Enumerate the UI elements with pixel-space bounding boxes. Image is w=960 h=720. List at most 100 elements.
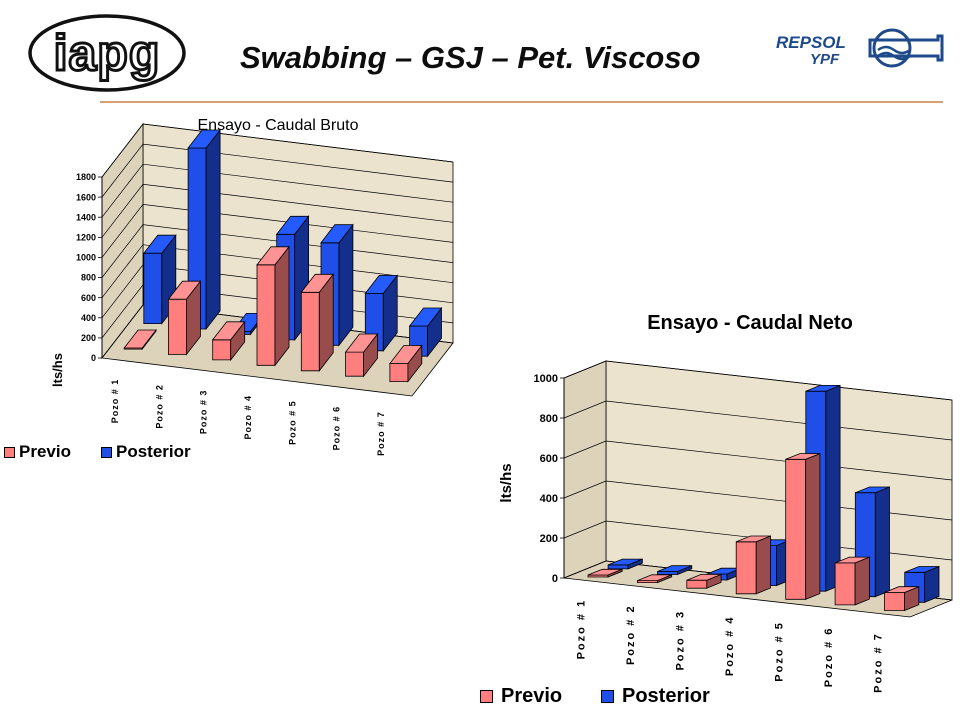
legend: Previo Posterior [4,442,191,462]
y-tick-label: 400 [81,313,96,323]
bar-top [657,565,692,572]
bar-front [607,564,629,570]
bar-front [345,351,365,377]
chart-plot-area: 0 200 400 600 800 1000 1200 1400 1600 1800 Pozo # … [76,122,454,456]
bar-side [825,384,841,592]
bar-previo-6 [834,556,870,606]
gridline [101,123,454,178]
legend-label-previo: Previo [501,685,563,707]
y-tick-label: 0 [91,353,96,363]
x-tick-label: Pozo # 7 [376,411,386,456]
y-tick-label: 1200 [76,232,96,242]
bar-previo-4 [256,245,290,367]
bar-top [344,333,379,353]
x-tick-label: Pozo # 4 [724,616,736,677]
bar-top [320,224,354,244]
bar-posterior-7 [408,306,443,358]
bar-top [805,385,841,392]
legend-label-previo: Previo [19,442,71,461]
y-tick-label: 1000 [534,373,558,385]
bar-top [256,246,290,266]
x-tick-label: Pozo # 1 [576,599,588,660]
side-wall [563,360,607,579]
bar-side [274,245,290,367]
legend-swatch-previo [4,446,15,458]
y-tick-label: 600 [81,293,96,303]
y-tick-label: 600 [540,453,558,465]
bar-top [736,535,771,543]
bar-posterior-2 [187,128,221,331]
bar-front [686,579,708,589]
x-tick-label: Pozo # 6 [823,627,835,688]
bar-top [834,556,870,564]
ypf-logo-text: YPF [810,51,840,68]
y-tick-label: 1600 [76,192,96,202]
chart-plot-area: 0 200 400 600 800 1000 Pozo # 1 Pozo # 2 Pozo # … [534,360,953,693]
bar-previo-5 [300,273,335,372]
bar-posterior-1 [607,558,643,570]
bar-previo-7 [389,344,423,383]
bar-top [855,486,890,494]
bar-front [143,252,163,325]
gridline [101,183,454,238]
bar-previo-2 [167,280,202,356]
bar-previo-7 [884,586,920,612]
legend-swatch-previo [480,690,493,703]
bar-front [834,562,856,606]
x-tick-label: Pozo # 5 [287,400,297,445]
bar-side [854,556,870,606]
x-tick-label: Pozo # 6 [332,406,342,451]
gridline [101,143,454,198]
x-tick-label: Pozo # 2 [154,384,164,429]
bar-top [884,586,919,593]
bar-top [364,274,399,294]
slide-title: Swabbing – GSJ – Pet. Viscoso [240,40,701,75]
bar-side [755,535,771,595]
bar-top [408,307,443,327]
bar-front [212,339,232,361]
x-tick-label: Pozo # 7 [872,632,884,693]
y-tick-label: 800 [81,273,96,283]
y-axis-label: lts/hs [498,463,515,502]
bar-side [338,223,354,347]
x-tick-label: Pozo # 3 [199,390,209,435]
bar-previo-3 [211,320,246,362]
iapg-logo-text: iapg [54,25,161,81]
legend: Previo Posterior [480,685,710,708]
bar-side [924,565,940,603]
bar-top [389,345,423,364]
y-tick-label: 200 [81,333,96,343]
legend-label-posterior: Posterior [622,685,710,707]
header-divider [100,101,943,103]
x-tick-label: Pozo # 1 [110,379,120,424]
chart-caudal-bruto: Ensayo - Caudal Bruto lts/hs 0 200 400 600 8… [50,117,454,456]
bar-front [300,291,320,372]
bar-posterior-2 [657,565,693,576]
bar-front [884,592,905,611]
bar-top [587,568,623,576]
x-tick-label: Pozo # 4 [243,395,253,440]
bar-side [805,453,821,600]
repsol-ypf-logo: REPSOL YPF [776,28,944,68]
bar-front [657,571,678,575]
y-tick-label: 1800 [76,172,96,182]
legend-swatch-posterior [101,446,112,458]
bar-top [785,453,821,460]
x-tick-label: Pozo # 5 [773,621,785,682]
bar-top [187,129,221,149]
bar-top [607,558,643,566]
iapg-logo: iapg [28,14,186,92]
bar-top [142,234,177,254]
bar-previo-6 [344,332,379,378]
bar-front [735,541,757,595]
bar-side [205,128,221,331]
repsol-emblem-icon [868,28,944,68]
bar-top [211,321,246,341]
legend-swatch-posterior [601,690,614,703]
bar-top [275,215,310,235]
bar-front [167,298,187,355]
y-tick-label: 800 [540,413,558,425]
chart-caudal-neto: Ensayo - Caudal Neto lts/hs 0 200 400 600 80… [498,312,953,693]
bar-top [300,273,335,293]
bar-previo-5 [785,453,821,600]
